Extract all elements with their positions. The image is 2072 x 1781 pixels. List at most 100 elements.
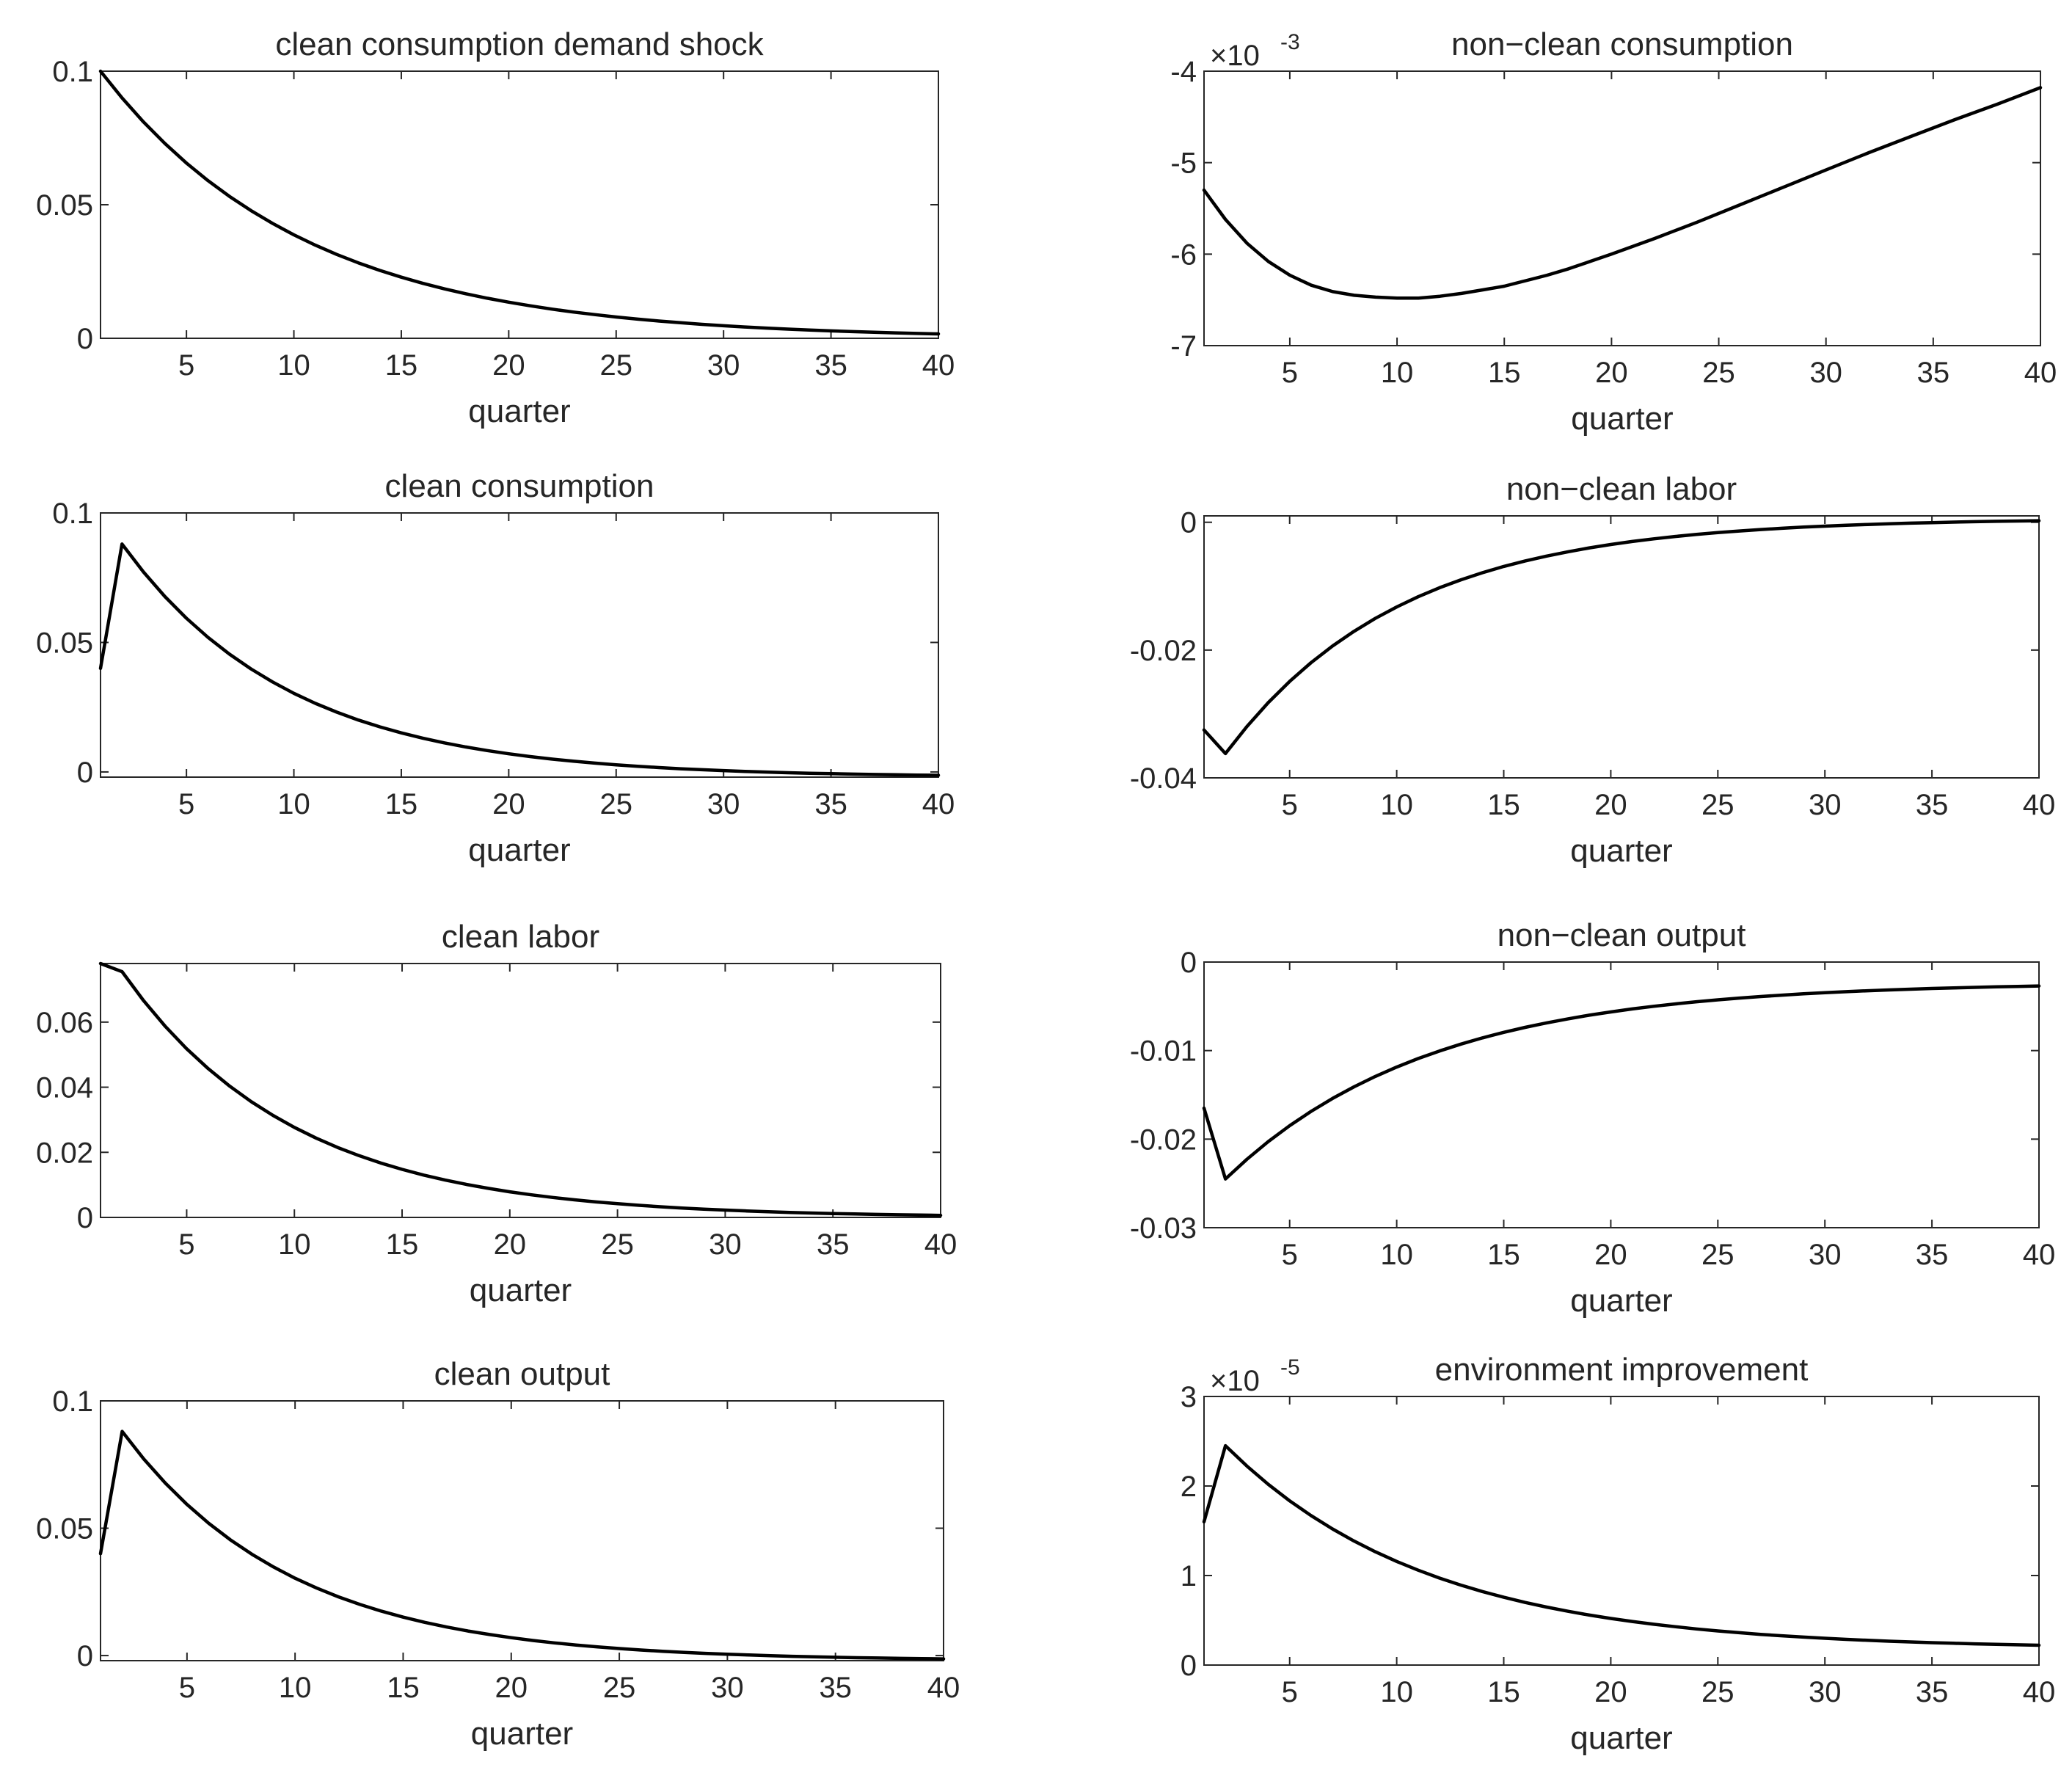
series-line-p2-0: [1202, 86, 2043, 300]
y-tick-label: 0: [77, 1202, 93, 1234]
y-tick-label: 0.1: [52, 498, 93, 530]
panel-title: clean consumption demand shock: [275, 26, 764, 62]
series-line-p6-0: [1202, 984, 2041, 1181]
y-tick-label: 2: [1181, 1471, 1197, 1503]
x-tick-label: 40: [927, 1672, 960, 1704]
x-tick-label: 25: [600, 788, 633, 820]
x-tick-label: 10: [278, 1228, 311, 1261]
x-tick-label: 5: [178, 788, 194, 820]
y-tick-label: -4: [1170, 56, 1197, 88]
x-tick-label: 30: [1809, 1239, 1842, 1271]
x-tick-label: 5: [1282, 789, 1298, 821]
exponent-base: ×10: [1210, 40, 1260, 72]
series-line-p3-0: [98, 542, 941, 777]
y-tick-label: 3: [1181, 1381, 1197, 1413]
x-tick-label: 30: [1809, 1676, 1842, 1708]
x-tick-label: 35: [1916, 1676, 1949, 1708]
x-axis-label: quarter: [1571, 401, 1673, 437]
x-tick-label: 10: [1380, 1676, 1413, 1708]
exponent-power: -3: [1280, 30, 1300, 54]
x-tick-label: 5: [1282, 1239, 1298, 1271]
axes-box: [100, 1400, 944, 1661]
x-tick-label: 25: [1702, 357, 1735, 389]
y-tick-label: -0.02: [1130, 635, 1197, 667]
panel-title: clean output: [434, 1356, 610, 1392]
axes-box: [1203, 961, 2040, 1228]
x-tick-label: 40: [2023, 1676, 2056, 1708]
x-tick-label: 30: [1809, 357, 1842, 389]
x-tick-label: 40: [922, 349, 955, 382]
series-line-p4-0: [1202, 519, 2041, 756]
x-tick-label: 10: [1380, 1239, 1413, 1271]
x-tick-label: 35: [819, 1672, 852, 1704]
x-axis-label: quarter: [1570, 1720, 1672, 1756]
y-tick-label: 0.1: [52, 56, 93, 88]
x-tick-label: 25: [1701, 789, 1734, 821]
x-tick-label: 30: [711, 1672, 744, 1704]
x-tick-label: 30: [707, 349, 740, 382]
y-tick-label: -0.03: [1130, 1212, 1197, 1245]
x-axis-label: quarter: [470, 1272, 572, 1308]
y-tick-label: 0: [1181, 1650, 1197, 1682]
panel-title: clean labor: [442, 919, 599, 955]
x-tick-label: 15: [1487, 1676, 1520, 1708]
y-tick-label: 0.05: [36, 1513, 93, 1545]
y-tick-label: 0.04: [36, 1072, 93, 1104]
x-tick-label: 25: [603, 1672, 636, 1704]
x-tick-label: 15: [385, 349, 418, 382]
x-tick-label: 35: [814, 349, 847, 382]
x-tick-label: 15: [386, 1228, 419, 1261]
panel-title: environment improvement: [1435, 1352, 1809, 1388]
y-tick-label: -0.01: [1130, 1035, 1197, 1068]
x-tick-label: 20: [1594, 1239, 1627, 1271]
x-tick-label: 5: [178, 349, 194, 382]
x-tick-label: 25: [1701, 1239, 1734, 1271]
x-tick-label: 10: [1381, 357, 1414, 389]
x-tick-label: 20: [494, 1228, 527, 1261]
series-line-p5-0: [98, 961, 943, 1217]
x-tick-label: 40: [2024, 357, 2057, 389]
y-tick-label: -7: [1170, 330, 1197, 363]
panel-p7: 5 10 15 20 25 30 35 40 0 0.05 0.1 clean output quart…: [36, 1356, 960, 1752]
x-tick-label: 30: [707, 788, 740, 820]
y-tick-label: -0.04: [1130, 762, 1197, 795]
y-tick-label: 0.05: [36, 627, 93, 659]
x-tick-label: 25: [601, 1228, 634, 1261]
axes-box: [100, 963, 941, 1218]
panel-p8: 5 10 15 20 25 30 35 40 0 1 2 3 environment improveme…: [1181, 1352, 2056, 1756]
x-tick-label: 5: [178, 1228, 194, 1261]
panel-p4: 5 10 15 20 25 30 35 40 -0.04 -0.02 0 non−clean labo…: [1130, 471, 2055, 869]
panel-title: clean consumption: [385, 468, 654, 504]
exponent-power: -5: [1280, 1355, 1300, 1380]
panel-p1: 5 10 15 20 25 30 35 40 0 0.05 0.1 clean consumption…: [36, 26, 955, 429]
panel-p6: 5 10 15 20 25 30 35 40 -0.03 -0.02 -0.01 0 non−clean…: [1130, 917, 2055, 1319]
panel-p2: 5 10 15 20 25 30 35 40 -7 -6 -5 -4 non−clean consump…: [1170, 26, 2057, 437]
x-tick-label: 40: [924, 1228, 957, 1261]
x-axis-label: quarter: [468, 832, 570, 868]
y-tick-label: -6: [1170, 238, 1197, 271]
x-axis-label: quarter: [471, 1716, 573, 1752]
x-tick-label: 15: [1488, 357, 1521, 389]
panel-title: non−clean labor: [1506, 471, 1737, 507]
axes-box: [1203, 70, 2041, 346]
panel-p3: 5 10 15 20 25 30 35 40 0 0.05 0.1 clean consumption…: [36, 468, 955, 868]
panel-p5: 5 10 15 20 25 30 35 40 0 0.02 0.04 0.06 clean labor q…: [36, 919, 957, 1308]
x-axis-label: quarter: [1570, 833, 1672, 869]
x-tick-label: 20: [1595, 357, 1628, 389]
x-tick-label: 20: [1594, 789, 1627, 821]
x-tick-label: 35: [1916, 789, 1949, 821]
x-axis-label: quarter: [1570, 1283, 1672, 1319]
y-tick-label: -0.02: [1130, 1123, 1197, 1156]
x-tick-label: 10: [277, 349, 310, 382]
y-tick-label: -5: [1170, 147, 1197, 180]
panel-title: non−clean output: [1498, 917, 1746, 953]
x-axis-label: quarter: [468, 393, 570, 429]
y-tick-label: 0: [1181, 947, 1197, 979]
x-tick-label: 40: [2023, 789, 2056, 821]
y-tick-label: 0.1: [52, 1385, 93, 1418]
axes-box: [100, 512, 939, 778]
y-tick-label: 0: [77, 323, 93, 355]
x-tick-label: 20: [492, 349, 525, 382]
x-tick-label: 20: [492, 788, 525, 820]
axes-box: [1203, 515, 2040, 779]
